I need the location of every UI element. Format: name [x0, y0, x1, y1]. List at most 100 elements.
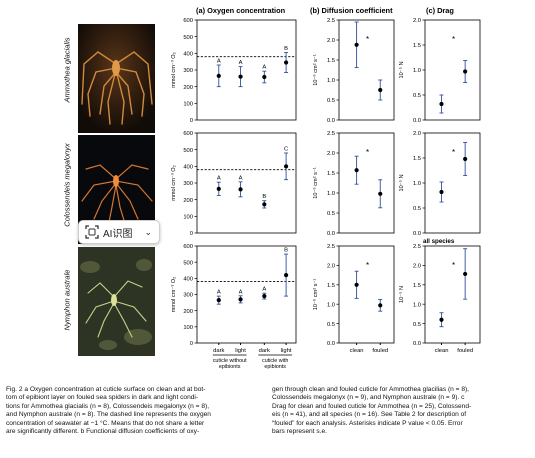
- p0-ytick-label: 400: [183, 52, 193, 58]
- p8-ytick-label: 0.5: [413, 322, 421, 328]
- p8-ytick-label: 0.0: [413, 341, 421, 347]
- p2-ytick-label: 0.5: [413, 93, 421, 99]
- p1-ytick-label: 2.5: [327, 18, 335, 24]
- photo-nymphon-australe: [78, 247, 155, 356]
- p8-data-point: [439, 317, 444, 322]
- p3-data-point: [262, 202, 267, 207]
- caption-line: gen through clean and fouled cuticle for…: [272, 386, 470, 393]
- p3-data-point: [238, 187, 243, 192]
- p5-ytick-label: 1.5: [413, 156, 421, 162]
- p4-data-point: [354, 168, 359, 173]
- p7-ytick-label: 0.5: [327, 322, 335, 328]
- p7-ytick-label: 2.0: [327, 264, 335, 270]
- p2-ylabel: 10⁻⁵ N: [398, 61, 405, 78]
- p3-significance-letter: B: [262, 194, 266, 200]
- p6-group-label-line1: cuticle without: [213, 358, 247, 364]
- p0-ytick-label: 500: [183, 35, 193, 41]
- p4-ytick-label: 2.0: [327, 151, 335, 157]
- p6-ytick-label: 500: [183, 260, 193, 266]
- p1-ytick-label: 0.5: [327, 98, 335, 104]
- caption-left-column: Fig. 2 a Oxygen concentration at cuticle…: [6, 386, 264, 436]
- p0-data-point: [284, 60, 289, 65]
- p0-significance-letter: B: [284, 46, 288, 52]
- p4-asterisk: *: [366, 148, 369, 157]
- photo-ammothea-glacialis: [78, 24, 155, 133]
- caption-line: Fig. 2 a Oxygen concentration at cuticle…: [6, 386, 206, 393]
- p5-data-point: [463, 156, 468, 162]
- p7-ylabel: 10⁻⁶ cm² s⁻¹: [312, 279, 319, 311]
- p7-asterisk: *: [366, 261, 369, 270]
- p3-significance-letter: C: [284, 147, 288, 153]
- p8-axes-frame: [424, 245, 481, 344]
- p0-data-point: [216, 73, 221, 78]
- p3-ytick-label: 0: [190, 231, 193, 237]
- caption-line: and Nymphon australe (n = 8). The dashed…: [6, 411, 211, 419]
- p0-significance-letter: A: [239, 60, 243, 66]
- p5-ytick-label: 2.0: [413, 131, 421, 137]
- p8-ytick-label: 1.0: [413, 302, 421, 308]
- p0-significance-letter: A: [262, 65, 266, 71]
- p3-ytick-label: 200: [183, 198, 193, 204]
- p6-xtick-label: light: [281, 348, 292, 354]
- p0-ylabel: mmol cm⁻³ O₂: [171, 52, 177, 88]
- p1-ytick-label: 1.5: [327, 58, 335, 64]
- p6-ylabel: mmol cm⁻³ O₂: [171, 277, 177, 313]
- p1-data-point: [354, 42, 359, 47]
- p8-data-point: [463, 271, 468, 277]
- p6-ytick-label: 300: [183, 293, 193, 299]
- p0-ytick-label: 300: [183, 68, 193, 74]
- panel-header-diffusion: (b) Diffusion coefficient: [310, 6, 393, 15]
- p6-group-label-line1: cuticle with: [262, 358, 288, 364]
- p7-ytick-label: 1.5: [327, 283, 335, 289]
- p6-ytick-label: 0: [190, 341, 193, 347]
- p8-ytick-label: 2.0: [413, 264, 421, 270]
- p6-group-label-line2: epibionts: [219, 364, 241, 370]
- p2-data-point: [463, 69, 468, 74]
- caption-line: eis (n = 41), and all species (n = 16). …: [272, 411, 467, 419]
- p0-ytick-label: 100: [183, 102, 193, 108]
- caption-line: “fouled” for each analysis. Asterisks in…: [272, 419, 463, 427]
- p7-axes-frame: [338, 245, 395, 344]
- p4-axes-frame: [338, 132, 395, 234]
- p0-data-point: [262, 74, 267, 80]
- p3-significance-letter: A: [217, 176, 221, 182]
- ai-chip-label: AI识图: [103, 228, 133, 240]
- caption-line: bars represent s.e.: [272, 428, 327, 436]
- scan-icon: [85, 225, 99, 239]
- p6-significance-letter: A: [239, 289, 243, 295]
- p6-data-point: [284, 273, 289, 278]
- p4-ytick-label: 1.0: [327, 191, 335, 197]
- p6-ytick-label: 400: [183, 277, 193, 283]
- chevron-down-icon[interactable]: ⌄: [144, 226, 152, 237]
- p8-xtick-label: clean: [435, 348, 449, 354]
- p4-ytick-label: 1.5: [327, 171, 335, 177]
- p3-ytick-label: 600: [183, 131, 193, 137]
- plot-grid: (a) Oxygen concentration (b) Diffusion c…: [171, 6, 481, 370]
- p1-ytick-label: 2.0: [327, 38, 335, 44]
- p2-ytick-label: 1.0: [413, 68, 421, 74]
- p6-significance-letter: A: [262, 287, 266, 293]
- p3-ylabel: mmol cm⁻³ O₂: [171, 165, 177, 201]
- p0-ytick-label: 0: [190, 118, 193, 124]
- p2-asterisk: *: [452, 35, 455, 44]
- caption-line: Drag for clean and fouled cuticle for Am…: [272, 402, 472, 410]
- p6-significance-letter: B: [284, 248, 288, 254]
- p1-ytick-label: 1.0: [327, 78, 335, 84]
- p6-data-point: [262, 294, 267, 299]
- p5-asterisk: *: [452, 148, 455, 157]
- p6-xtick-label: dark: [213, 348, 224, 354]
- panel-header-oxygen: (a) Oxygen concentration: [196, 6, 286, 15]
- p7-xtick-label: fouled: [372, 348, 388, 354]
- p5-ytick-label: 1.0: [413, 181, 421, 187]
- p8-ytick-label: 1.5: [413, 283, 421, 289]
- caption-line: are significantly different. b Functiona…: [6, 428, 200, 436]
- p6-ytick-label: 100: [183, 325, 193, 331]
- p5-ylabel: 10⁻⁵ N: [398, 174, 405, 191]
- p8-asterisk: *: [452, 261, 455, 270]
- p5-ytick-label: 0.5: [413, 206, 421, 212]
- p7-ytick-label: 2.5: [327, 244, 335, 250]
- caption-line: Colossendeis megalonyx (n = 9), and Nymp…: [272, 394, 465, 402]
- p3-significance-letter: A: [239, 175, 243, 181]
- ai-image-recognition-chip[interactable]: AI识图 ⌄: [78, 220, 160, 244]
- caption-line: tions for Ammothea glacialis (n = 8), Co…: [6, 402, 210, 410]
